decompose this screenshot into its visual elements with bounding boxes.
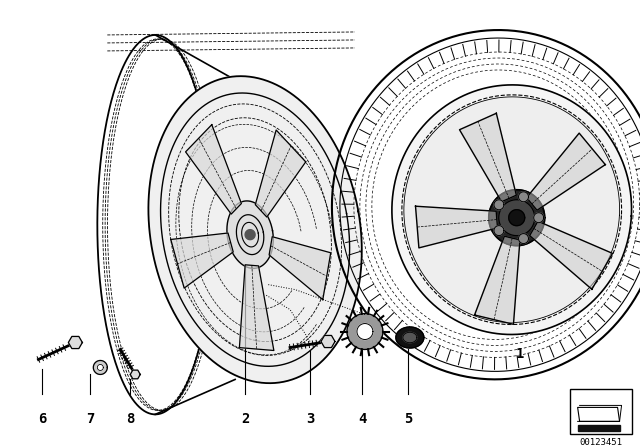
Text: 1: 1 bbox=[516, 348, 524, 362]
Polygon shape bbox=[530, 221, 612, 289]
Polygon shape bbox=[131, 370, 140, 379]
Text: 00123451: 00123451 bbox=[579, 438, 622, 447]
Polygon shape bbox=[245, 230, 255, 240]
Polygon shape bbox=[518, 192, 529, 202]
Polygon shape bbox=[518, 233, 529, 244]
Polygon shape bbox=[494, 226, 504, 236]
Polygon shape bbox=[474, 236, 520, 324]
Text: 3: 3 bbox=[306, 413, 314, 426]
Polygon shape bbox=[392, 85, 632, 335]
Polygon shape bbox=[509, 210, 525, 226]
Text: 5: 5 bbox=[404, 413, 412, 426]
Polygon shape bbox=[269, 237, 331, 300]
Polygon shape bbox=[347, 314, 383, 349]
Polygon shape bbox=[227, 201, 273, 268]
Polygon shape bbox=[578, 407, 620, 422]
Text: 7: 7 bbox=[86, 413, 95, 426]
Polygon shape bbox=[321, 336, 335, 348]
Polygon shape bbox=[534, 213, 543, 223]
Polygon shape bbox=[97, 365, 103, 370]
Text: 4: 4 bbox=[358, 413, 366, 426]
Polygon shape bbox=[578, 426, 620, 431]
Polygon shape bbox=[489, 190, 545, 246]
Polygon shape bbox=[404, 97, 620, 323]
Polygon shape bbox=[255, 130, 306, 217]
Polygon shape bbox=[171, 233, 233, 288]
Polygon shape bbox=[93, 361, 108, 375]
Polygon shape bbox=[403, 332, 417, 343]
Polygon shape bbox=[148, 76, 362, 383]
Polygon shape bbox=[415, 206, 497, 248]
Text: 6: 6 bbox=[38, 413, 47, 426]
Polygon shape bbox=[357, 323, 373, 340]
Polygon shape bbox=[239, 265, 274, 350]
FancyBboxPatch shape bbox=[570, 389, 632, 435]
Polygon shape bbox=[186, 125, 241, 214]
Polygon shape bbox=[161, 93, 349, 366]
Polygon shape bbox=[494, 200, 504, 210]
Text: 8: 8 bbox=[126, 413, 134, 426]
Polygon shape bbox=[527, 133, 605, 210]
Text: 2: 2 bbox=[241, 413, 250, 426]
Polygon shape bbox=[460, 113, 516, 202]
Polygon shape bbox=[499, 200, 534, 236]
Polygon shape bbox=[396, 327, 424, 348]
Polygon shape bbox=[68, 336, 83, 349]
